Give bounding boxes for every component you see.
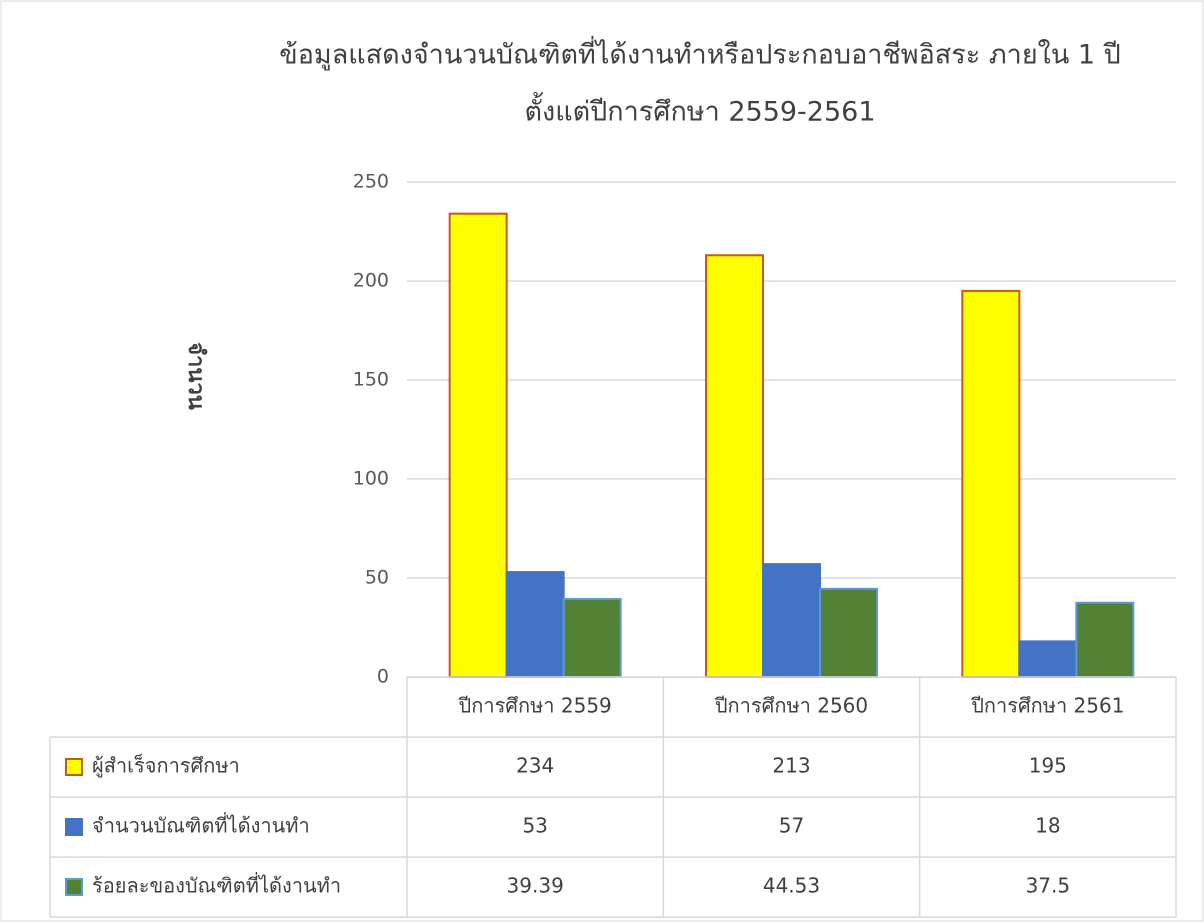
y-tick-label: 200 (353, 270, 389, 292)
table-value: 44.53 (763, 874, 820, 898)
bar (762, 563, 821, 679)
bar (961, 289, 1021, 678)
legend-swatch (65, 878, 83, 896)
table-value: 53 (522, 814, 547, 838)
y-tick-label: 50 (365, 567, 389, 589)
table-value: 57 (779, 814, 804, 838)
x-tick-label: ปีการศึกษา 2561 (971, 694, 1125, 718)
bar (505, 571, 565, 678)
y-tick-label: 150 (353, 369, 389, 391)
bar (819, 587, 878, 679)
table-value: 39.39 (507, 874, 564, 898)
x-tick-label: ปีการศึกษา 2559 (458, 694, 612, 718)
y-tick-label: 100 (353, 468, 389, 490)
chart-title: ข้อมูลแสดงจำนวนบัณฑิตที่ได้งานทำหรือประก… (279, 36, 1121, 71)
bar (448, 212, 508, 678)
bar (1075, 601, 1135, 678)
legend-label: ร้อยละของบัณฑิตที่ได้งานทำ (92, 872, 341, 898)
y-tick-label: 250 (353, 171, 389, 193)
y-axis-label: จำนวน (183, 342, 208, 410)
x-tick-label: ปีการศึกษา 2560 (715, 694, 869, 718)
bar (705, 254, 764, 678)
table-value: 195 (1029, 754, 1067, 778)
chart-title: ตั้งแต่ปีการศึกษา 2559-2561 (525, 92, 876, 128)
y-tick-label: 0 (377, 666, 389, 688)
legend-label: ผู้สำเร็จการศึกษา (92, 753, 240, 779)
table-value: 213 (772, 754, 810, 778)
bar (562, 598, 622, 679)
legend-swatch (65, 758, 83, 776)
bar (1018, 640, 1078, 678)
table-value: 37.5 (1026, 874, 1071, 898)
table-value: 18 (1035, 814, 1060, 838)
table-value: 234 (516, 754, 554, 778)
legend-label: จำนวนบัณฑิตที่ได้งานทำ (92, 812, 310, 838)
legend-swatch (65, 818, 83, 836)
